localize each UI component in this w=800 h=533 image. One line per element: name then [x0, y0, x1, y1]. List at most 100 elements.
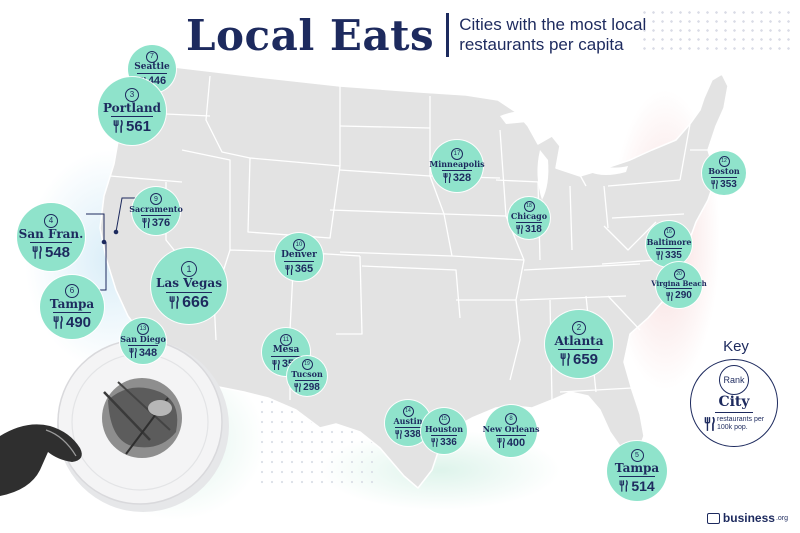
fork-and-knife-icon: [129, 348, 137, 359]
city-marker: 8 New Orleans 400: [482, 405, 540, 457]
border-nv-ut: [181, 149, 231, 250]
fork-and-knife-icon: [443, 173, 451, 184]
border-ok-tx: [361, 265, 461, 319]
border-ky-tn: [523, 263, 641, 271]
city-rule: [656, 247, 682, 249]
city-name: San Diego: [120, 334, 166, 345]
legend-rule: [715, 412, 753, 413]
dot-pattern-decoration: [640, 8, 790, 52]
city-name: San Fran.: [18, 226, 84, 241]
restaurant-count: 490: [53, 315, 91, 330]
fork-and-knife-icon: [666, 291, 674, 301]
city-name: Denver: [281, 249, 317, 260]
border-wi-il: [495, 179, 541, 183]
restaurant-count: 353: [711, 178, 737, 190]
rank-badge: 13: [137, 323, 149, 336]
city-marker: 13 San Diego 348: [120, 318, 166, 364]
fork-and-knife-icon: [497, 438, 505, 449]
rank-badge: 8: [505, 413, 517, 426]
fork-and-knife-icon: [560, 353, 570, 366]
city-marker: 18 Chicago 318: [508, 197, 550, 239]
restaurant-count: 514: [619, 478, 655, 495]
border-pa-ny: [607, 179, 681, 187]
city-marker: 20 Virgina Beach 290: [651, 262, 707, 308]
restaurant-count-value: 353: [720, 178, 737, 190]
rank-badge: 16: [663, 227, 675, 239]
rank-badge: 17: [451, 148, 463, 161]
border-ks-ok: [339, 251, 453, 257]
fork-and-knife-icon: [285, 264, 293, 275]
fork-and-knife-icon: [142, 218, 150, 229]
restaurant-count-value: 561: [125, 118, 152, 136]
rank-badge: 10: [293, 238, 305, 251]
plate-illustration: [0, 339, 229, 512]
city-rule: [666, 288, 692, 290]
rank-badge: 4: [44, 213, 58, 228]
restaurant-count-value: 514: [631, 478, 655, 495]
title-divider: [446, 13, 450, 57]
city-marker: 12 Boston 353: [702, 151, 746, 195]
city-rule: [128, 344, 158, 346]
city-marker: 2 Atlanta 659: [545, 310, 613, 378]
restaurant-count: 365: [285, 264, 313, 275]
rank-badge: 19: [301, 359, 313, 371]
fork-and-knife-icon: [656, 251, 664, 261]
city-name: Baltimore: [646, 237, 692, 248]
legend-key: Key Rank City restaurants per 100k pop.: [690, 338, 790, 447]
callout-dot-sf: [101, 239, 107, 245]
city-rule: [558, 349, 600, 351]
city-rule: [271, 356, 301, 358]
city-name: Houston: [424, 424, 464, 435]
restaurant-count-value: 338: [404, 428, 421, 440]
fork-and-knife-icon: [431, 438, 439, 448]
restaurant-count: 290: [666, 291, 692, 301]
city-marker: 14 Austin 338: [385, 400, 431, 446]
page-title: Local Eats: [186, 10, 435, 60]
city-marker: 19 Tucson 298: [287, 356, 327, 396]
restaurant-count: 348: [129, 346, 158, 359]
lake-superior: [500, 110, 560, 124]
restaurant-count: 298: [294, 382, 320, 393]
city-rule: [516, 221, 542, 223]
fork-and-knife-icon: [516, 225, 524, 235]
city-rule: [619, 476, 655, 478]
rank-badge: 9: [150, 193, 162, 206]
city-name: Tucson: [291, 369, 323, 380]
border-plains-mn: [429, 96, 453, 257]
brand-logo: business .org: [706, 511, 788, 525]
brand-name: business: [722, 511, 775, 525]
restaurant-count: 328: [443, 172, 471, 184]
business-org-logo-icon: [706, 512, 720, 524]
border-mi: [565, 149, 587, 187]
food-highlight: [148, 400, 172, 416]
restaurant-count: 318: [516, 224, 542, 235]
restaurant-count: 666: [169, 294, 209, 311]
city-name: Seattle: [134, 61, 170, 72]
city-marker: 15 Houston 336: [421, 408, 467, 454]
border-oh-pa: [603, 185, 609, 229]
thumb: [45, 429, 77, 457]
city-name: Virgina Beach: [651, 278, 707, 288]
border-pa-md: [611, 213, 685, 219]
border-ny-ne: [679, 123, 691, 181]
restaurant-count: 338: [395, 428, 421, 440]
restaurant-count: 548: [32, 245, 70, 260]
city-marker: 3 Portland 561: [98, 77, 166, 145]
fork-and-knife-icon: [53, 316, 63, 329]
restaurant-count-value: 348: [138, 346, 158, 359]
rank-badge: 18: [523, 201, 535, 213]
header: Local Eats Cities with the most local re…: [186, 8, 709, 62]
city-name: New Orleans: [482, 424, 540, 435]
rank-badge: 6: [65, 283, 79, 298]
restaurant-count-value: 365: [294, 263, 314, 276]
city-rule: [284, 261, 314, 263]
city-marker: 16 Baltimore 335: [646, 221, 692, 267]
rank-badge: 15: [438, 414, 450, 426]
city-name: Portland: [102, 100, 162, 115]
border-in-oh: [569, 185, 573, 251]
fork-and-knife-icon: [113, 120, 123, 133]
city-marker: 5 Tampa 514: [607, 441, 667, 501]
legend-description: restaurants per 100k pop.: [717, 416, 765, 431]
page-subtitle: Cities with the most local restaurants p…: [459, 15, 647, 54]
state-borders: [109, 75, 716, 401]
